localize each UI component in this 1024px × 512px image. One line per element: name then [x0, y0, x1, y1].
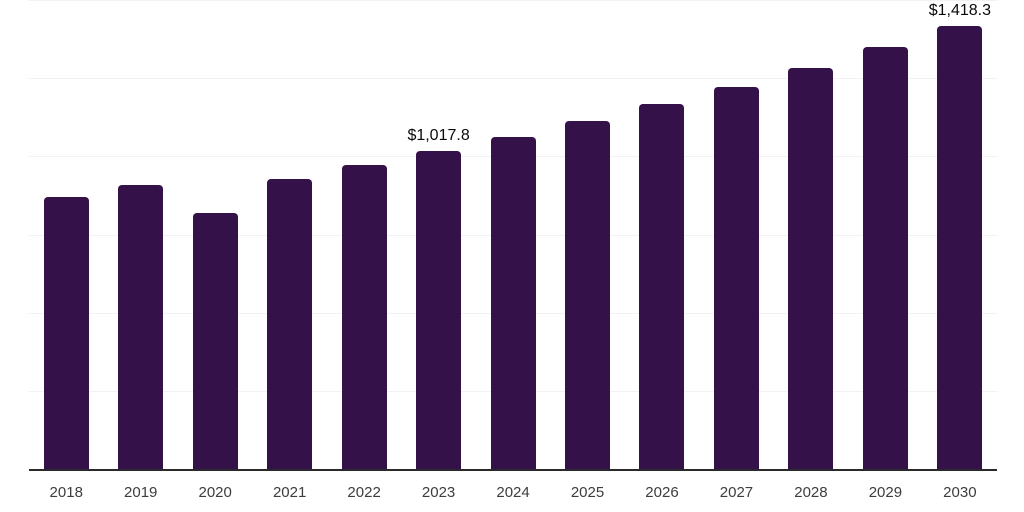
bar-2027	[713, 86, 759, 469]
bar-2023	[416, 150, 462, 469]
market-size-bar-chart: $1,017.8 $1,418.3 2018 2019 2020 2021 2022 202…	[29, 0, 997, 502]
x-axis-labels: 2018 2019 2020 2021 2022 2023 2024 2025 2026 2027…	[29, 484, 997, 502]
bar-slot-2018	[29, 0, 103, 469]
bar-2028	[788, 67, 834, 469]
x-tick-label-2024: 2024	[496, 484, 530, 501]
bar-slot-2030: $1,418.3	[923, 0, 997, 469]
x-tick-label-2029: 2029	[868, 484, 903, 501]
bar-slot-2027	[699, 0, 773, 469]
bar-2030	[937, 25, 983, 469]
x-tick-label-2025: 2025	[570, 484, 605, 501]
bar-2021	[267, 178, 313, 469]
x-tick-label-2023: 2023	[421, 484, 456, 501]
x-tick-label-2030: 2030	[943, 484, 977, 501]
bar-slot-2022	[327, 0, 401, 469]
data-label-2023: $1,017.8	[407, 126, 470, 144]
x-tick-label-2020: 2020	[198, 484, 232, 501]
bar-slot-2023: $1,017.8	[401, 0, 475, 469]
bar-slot-2026	[625, 0, 699, 469]
bar-slot-2021	[252, 0, 326, 469]
bar-2022	[341, 164, 387, 469]
bar-slot-2024	[476, 0, 550, 469]
x-tick-label-2027: 2027	[719, 484, 754, 501]
bar-2025	[565, 120, 611, 469]
bar-slot-2025	[550, 0, 624, 469]
x-tick-label-2018: 2018	[49, 484, 83, 501]
x-tick-label-2022: 2022	[347, 484, 381, 501]
x-tick-label-2021: 2021	[272, 484, 307, 501]
bar-slot-2020	[178, 0, 252, 469]
bar-2018	[43, 197, 89, 469]
gridline-1250	[29, 78, 997, 80]
bar-2020	[192, 213, 238, 469]
x-tick-label-2028: 2028	[794, 484, 828, 501]
bar-2026	[639, 103, 685, 469]
x-tick-label-2026: 2026	[645, 484, 679, 501]
bar-2024	[490, 136, 536, 469]
x-tick-label-2019: 2019	[124, 484, 158, 501]
plot-area: $1,017.8 $1,418.3	[29, 0, 997, 471]
bar-slot-2028	[774, 0, 848, 469]
data-label-2030: $1,418.3	[928, 1, 991, 19]
bar-slot-2019	[103, 0, 177, 469]
gridline-1500	[29, 0, 997, 1]
bar-slot-2029	[848, 0, 922, 469]
bar-2029	[862, 46, 908, 469]
bars-row: $1,017.8 $1,418.3	[29, 0, 997, 469]
bar-2019	[118, 184, 164, 469]
